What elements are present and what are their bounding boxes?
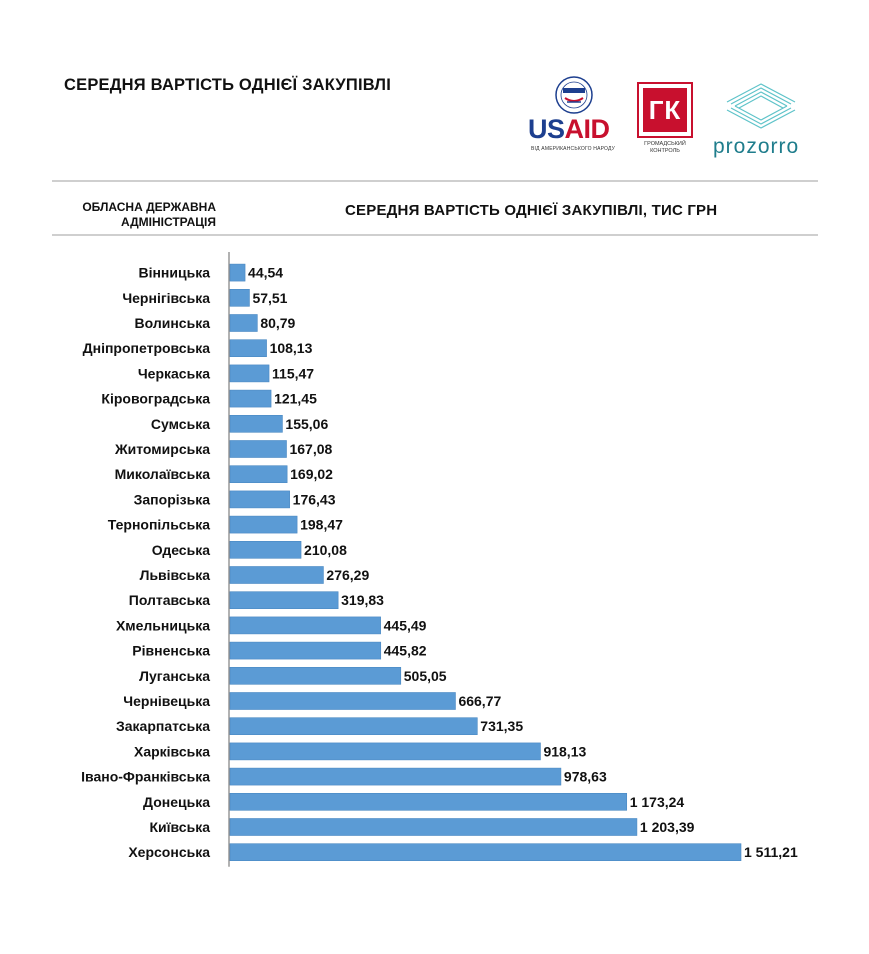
bar [229,415,283,433]
category-label: Херсонська [128,844,210,860]
usaid-subtitle: ВІД АМЕРИКАНСЬКОГО НАРОДУ [531,146,616,152]
value-label: 121,45 [274,391,317,407]
value-label: 115,47 [272,365,314,381]
bar [229,792,628,811]
category-label: Миколаївська [115,466,211,482]
page-title: СЕРЕДНЯ ВАРТІСТЬ ОДНІЄЇ ЗАКУПІВЛІ [64,76,391,94]
value-label: 666,77 [458,693,501,709]
bar [229,742,541,761]
category-label: Полтавська [129,592,210,608]
category-label: Волинська [135,315,211,331]
category-label: Запорізька [134,491,211,507]
category-label: Тернопільська [108,517,210,533]
value-label: 319,83 [341,592,384,608]
bar [229,717,478,736]
value-label: 978,63 [564,769,607,785]
category-label: Житомирська [114,441,210,457]
bar [229,364,270,383]
partner-logos: USAID ВІД АМЕРИКАНСЬКОГО НАРОДУ ГК ГРОМА… [528,72,818,162]
header-divider-bottom [52,234,818,236]
bar [229,440,287,458]
bar [229,566,324,584]
value-label: 1 511,21 [744,844,798,860]
value-label: 1 173,24 [630,794,685,810]
column-header-region: ОБЛАСНА ДЕРЖАВНА АДМІНІСТРАЦІЯ [82,200,216,229]
prozorro-mark-icon [726,83,796,129]
bar [229,641,382,660]
value-label: 155,06 [285,416,328,432]
value-label: 169,02 [290,466,333,482]
bar [229,616,381,635]
category-label: Донецька [143,794,210,810]
value-label: 505,05 [404,668,447,684]
category-label: Одеська [152,542,210,558]
category-label: Сумська [151,416,210,432]
gk-logo: ГК ГРОМАДСЬКИЙ КОНТРОЛЬ [637,82,693,160]
category-label: Харківська [134,743,210,759]
category-label: Дніпропетровська [83,340,211,356]
value-label: 80,79 [260,315,295,331]
bar [229,540,302,559]
bar [229,818,638,836]
value-label: 198,47 [300,517,343,533]
value-label: 57,51 [252,290,287,306]
prozorro-wordmark: prozorro [713,135,800,158]
usaid-seal-icon [555,76,593,114]
bar [229,465,288,483]
bar [229,767,562,786]
category-label: Хмельницька [116,617,210,633]
gk-subtitle: ГРОМАДСЬКИЙ КОНТРОЛЬ [644,141,686,154]
column-header-value: СЕРЕДНЯ ВАРТІСТЬ ОДНІЄЇ ЗАКУПІВЛІ, ТИС Г… [345,202,718,219]
category-label: Івано-Франківська [81,769,210,785]
value-label: 44,54 [248,265,283,281]
category-label: Кіровоградська [101,391,210,407]
category-label: Київська [149,819,210,835]
gk-logo-text: ГК [643,88,687,132]
bar [229,591,339,610]
usaid-logo: USAID ВІД АМЕРИКАНСЬКОГО НАРОДУ [528,76,620,156]
gk-logo-box: ГК [637,82,693,138]
usaid-wordmark: USAID [528,114,610,144]
bar [229,314,258,332]
bar [229,692,456,710]
category-label: Чернігівська [122,290,210,306]
bar [229,843,742,862]
value-label: 1 203,39 [640,819,695,835]
category-label: Рівненська [132,643,210,659]
value-label: 276,29 [326,567,369,583]
value-label: 167,08 [289,441,332,457]
value-label: 445,82 [384,643,427,659]
bar [229,263,246,282]
value-label: 210,08 [304,542,347,558]
value-label: 731,35 [480,718,523,734]
value-label: 445,49 [384,617,427,633]
bar [229,288,250,307]
category-label: Львівська [140,567,211,583]
bar-chart: Вінницька 44,54 Чернігівська 57,51 Волинська… [81,252,798,867]
bar [229,389,272,408]
value-label: 176,43 [293,491,336,507]
bar [229,666,402,685]
category-label: Луганська [139,668,210,684]
header-divider-top [52,180,818,182]
category-label: Закарпатська [116,718,210,734]
category-label: Вінницька [138,265,210,281]
bar [229,490,290,509]
category-label: Черкаська [138,365,210,381]
value-label: 918,13 [543,743,586,759]
value-label: 108,13 [270,340,313,356]
bar [229,515,298,534]
bar [229,339,267,357]
prozorro-logo: prozorro [711,80,811,160]
category-label: Чернівецька [123,693,210,709]
